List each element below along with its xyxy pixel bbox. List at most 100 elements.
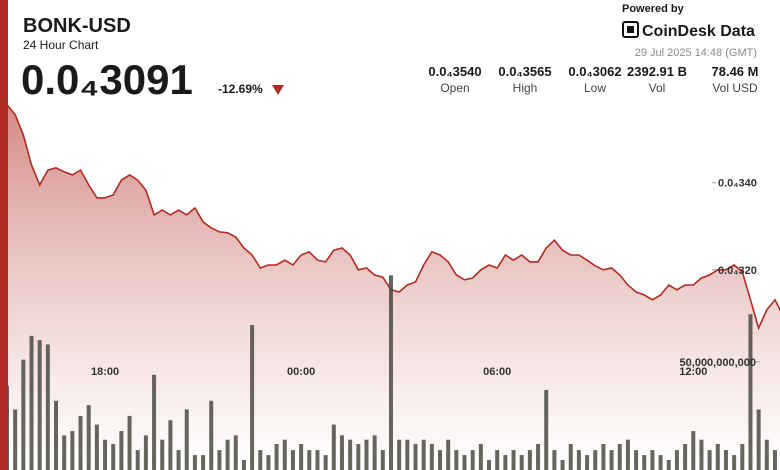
plot: 0.0₄340 0.0₄320 50,000,000,000 18:00 00:00 06… [5,104,780,470]
volume-bar [290,450,295,470]
volume-bar [152,374,157,470]
volume-bar [527,450,532,470]
volume-bar [454,450,459,470]
stat-value: 2392.91 B [627,64,687,79]
stat-label: High [513,81,538,95]
volume-bar [217,450,222,470]
volume-bar [388,275,393,470]
y-tick-label: 0.0₄320 [718,265,757,277]
x-tick-label: 00:00 [287,366,315,378]
volume-bar [94,424,99,470]
volume-bar [519,455,524,470]
volume-bar [658,455,663,470]
volume-bar [266,455,271,470]
volume-bar [356,444,361,470]
volume-bar [438,450,443,470]
volume-bar [552,450,557,470]
stat-value: 0.0₄3565 [498,64,551,79]
volume-bar [642,455,647,470]
volume-bar [585,455,590,470]
volume-bar [478,444,483,470]
volume-bar [299,444,304,470]
stat-label: Low [584,81,606,95]
volume-bar [576,450,581,470]
chart-subtitle: 24 Hour Chart [23,38,99,52]
volume-bar [429,444,434,470]
volume-bar [339,435,344,470]
volume-bar [707,450,712,470]
y2-tick-label: 50,000,000,000 [680,357,756,369]
volume-bar [625,439,630,470]
volume-bar [54,400,59,470]
volume-bar [740,444,745,470]
volume-bar [331,424,336,470]
x-tick-label: 12:00 [679,366,707,378]
volume-bar [495,450,500,470]
volume-bar [617,444,622,470]
volume-bar [176,450,181,470]
x-tick-label: 06:00 [483,366,511,378]
volume-bar [225,439,230,470]
volume-bar [487,460,492,470]
volume-bar [397,439,402,470]
volume-bar [160,439,165,470]
stat-value: 0.0₄3540 [428,64,481,79]
volume-bar [364,439,369,470]
volume-bar [511,450,516,470]
volume-bar [315,450,320,470]
volume-bar [127,415,132,470]
volume-bar [45,344,50,470]
volume-bar [241,460,246,470]
volume-bar [503,455,508,470]
volume-bar [732,455,737,470]
stats: 0.0₄3540 Open 0.0₄3565 High 0.0₄3062 Low 2392.… [428,64,758,95]
volume-bar [307,450,312,470]
volume-bar [446,439,451,470]
volume-bar [201,455,206,470]
change: -12.69% [218,82,263,96]
volume-bar [462,455,467,470]
volume-bar [62,435,67,470]
volume-bar [772,450,777,470]
volume-bar [70,431,75,470]
chart-title: BONK-USD [23,15,131,37]
volume-bar [111,444,116,470]
volume-bar [536,444,541,470]
volume-bar [650,450,655,470]
volume-bar [192,455,197,470]
volume-bar [372,435,377,470]
stat-label: Open [440,81,469,95]
volume-bar [135,450,140,470]
volume-bar [348,439,353,470]
volume-bar [560,460,565,470]
volume-bar [568,444,573,470]
timestamp: 29 Jul 2025 14:48 (GMT) [635,47,757,59]
accent-bar [0,0,8,470]
volume-bar [609,450,614,470]
volume-bar [634,450,639,470]
volume-bar [593,450,598,470]
brand-icon [622,21,639,38]
volume-bar [184,409,189,470]
volume-bar [380,450,385,470]
volume-bar [13,409,18,470]
volume-bar [282,439,287,470]
volume-bar [258,450,263,470]
down-arrow [272,85,284,95]
powered-by: Powered by [622,3,685,15]
volume-bar [119,431,124,470]
volume-bar [413,444,418,470]
volume-bar [421,439,426,470]
volume-bar [544,389,549,470]
volume-bar [86,405,91,470]
volume-bar [323,455,328,470]
volume-bar [715,444,720,470]
volume-bar [405,439,410,470]
stat-value: 0.0₄3062 [568,64,621,79]
volume-bar [37,340,42,470]
volume-bar [666,460,671,470]
volume-bar [250,325,255,470]
x-tick-label: 18:00 [91,366,119,378]
volume-bar [470,450,475,470]
